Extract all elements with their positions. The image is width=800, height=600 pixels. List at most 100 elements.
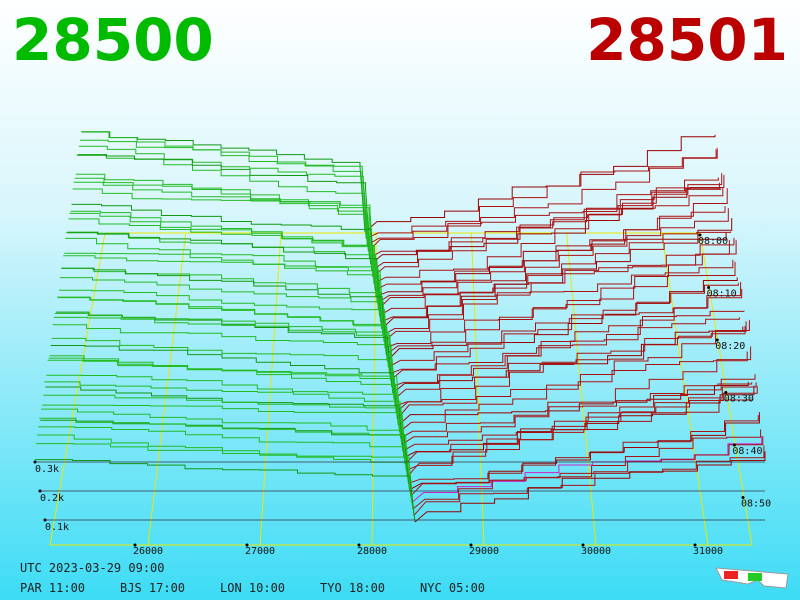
time-label: 08:00 bbox=[698, 236, 728, 247]
ask-depth-line bbox=[372, 187, 724, 278]
bid-depth-line bbox=[56, 296, 393, 387]
utc-time: UTC 2023-03-29 09:00 bbox=[20, 561, 165, 575]
price-tick-label: 28000 bbox=[357, 546, 387, 557]
bid-depth-line bbox=[77, 154, 370, 258]
ask-depth-line bbox=[385, 239, 737, 355]
ask-depth-line bbox=[390, 281, 742, 381]
bid-depth-line bbox=[39, 417, 412, 497]
time-tick bbox=[707, 286, 711, 289]
lens-red bbox=[724, 571, 738, 579]
ask-depth-line bbox=[382, 259, 734, 336]
bid-depth-line bbox=[46, 374, 404, 452]
ask-depth-line bbox=[401, 382, 753, 446]
bid-depth-line bbox=[53, 316, 396, 407]
ask-depth-line bbox=[414, 451, 766, 523]
clock: TYO 18:00 bbox=[320, 581, 385, 595]
depth-label: 0.3k bbox=[35, 464, 59, 475]
price-tick bbox=[357, 543, 361, 547]
bid-depth-line bbox=[80, 131, 367, 239]
bid-depth-line bbox=[71, 203, 377, 297]
price-tick-label: 30000 bbox=[581, 546, 611, 557]
clock: NYC 05:00 bbox=[420, 581, 485, 595]
time-tick bbox=[724, 391, 728, 394]
ask-depth-line bbox=[412, 436, 764, 510]
bid-depth-line bbox=[47, 359, 403, 445]
bid-price: 28500 bbox=[12, 6, 214, 74]
bid-depth-line bbox=[69, 212, 379, 310]
bid-depth-line bbox=[60, 277, 389, 368]
bid-depth-line bbox=[42, 404, 408, 477]
lens-green bbox=[748, 573, 762, 581]
bid-depth-line bbox=[36, 443, 415, 516]
ask-depth-line bbox=[404, 374, 756, 465]
ask-depth-line bbox=[394, 326, 746, 407]
ask-depth-line bbox=[400, 346, 752, 439]
price-tick bbox=[693, 543, 697, 547]
clock: BJS 17:00 bbox=[120, 581, 185, 595]
price-tick bbox=[469, 543, 473, 547]
depth-tick bbox=[38, 489, 42, 493]
depth-label: 0.2k bbox=[40, 493, 64, 504]
depth-tick bbox=[43, 518, 47, 522]
bid-depth-line bbox=[78, 145, 369, 252]
clock: LON 10:00 bbox=[220, 581, 285, 595]
ask-depth-line bbox=[399, 319, 750, 433]
price-tick-label: 29000 bbox=[469, 546, 499, 557]
price-tick-label: 27000 bbox=[245, 546, 275, 557]
time-tick bbox=[698, 233, 702, 237]
price-tick bbox=[133, 543, 137, 547]
ask-depth-line bbox=[395, 321, 747, 413]
bid-depth-line bbox=[57, 297, 392, 381]
bid-depth-line bbox=[74, 177, 374, 278]
ask-depth-line bbox=[375, 232, 727, 297]
ask-depth-line bbox=[384, 261, 736, 349]
time-label: 08:30 bbox=[724, 394, 754, 405]
ask-depth-line bbox=[408, 415, 759, 484]
ask-depth-line bbox=[364, 134, 716, 233]
clock: PAR 11:00 bbox=[20, 581, 85, 595]
bid-depth-line bbox=[76, 154, 372, 265]
bid-depth-line bbox=[72, 188, 376, 291]
bid-depth-line bbox=[68, 218, 380, 316]
bid-depth-line bbox=[70, 210, 378, 303]
bid-depth-line bbox=[44, 381, 406, 465]
time-label: 08:50 bbox=[741, 499, 771, 510]
ask-depth-line bbox=[365, 149, 717, 239]
time-tick bbox=[732, 443, 736, 447]
price-tick bbox=[245, 543, 249, 547]
ask-depth-line bbox=[367, 177, 719, 252]
ask-depth-line bbox=[369, 182, 720, 259]
bid-depth-line bbox=[59, 289, 390, 374]
bid-depth-line bbox=[48, 357, 402, 439]
bid-depth-line bbox=[52, 324, 397, 413]
bid-depth-line bbox=[79, 139, 368, 245]
bid-depth-line bbox=[64, 252, 385, 342]
ask-depth-line bbox=[393, 310, 745, 400]
price-grid-line bbox=[470, 232, 485, 546]
ask-depth-line bbox=[383, 237, 735, 342]
time-label: 08:10 bbox=[707, 289, 737, 300]
bid-depth-line bbox=[54, 312, 395, 400]
ask-depth-line bbox=[413, 445, 765, 516]
bid-depth-line bbox=[43, 394, 407, 471]
bid-depth-line bbox=[51, 337, 398, 419]
depth-tick bbox=[33, 460, 37, 464]
ask-price: 28501 bbox=[586, 6, 788, 74]
depth-lines bbox=[35, 131, 766, 523]
ask-depth-line bbox=[406, 385, 758, 478]
bid-depth-line bbox=[37, 434, 414, 510]
time-tick bbox=[715, 338, 719, 342]
ask-depth-line bbox=[371, 172, 723, 272]
bid-depth-line bbox=[38, 426, 413, 503]
ask-depth-line bbox=[379, 239, 730, 317]
bid-depth-line bbox=[41, 408, 409, 484]
time-label: 08:20 bbox=[715, 341, 745, 352]
ask-depth-line bbox=[396, 351, 748, 420]
bid-depth-line bbox=[73, 181, 375, 284]
labels: 26000 27000 28000 29000 30000 31000 0.3k 0.2k 0.… bbox=[33, 233, 771, 557]
ask-depth-line bbox=[377, 207, 729, 310]
bid-depth-line bbox=[66, 232, 383, 329]
